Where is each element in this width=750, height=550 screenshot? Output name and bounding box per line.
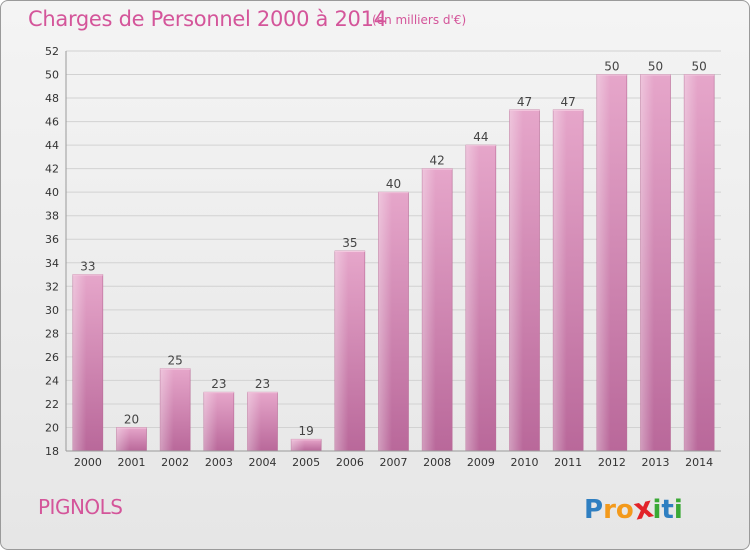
- x-tick-label: 2010: [511, 456, 539, 469]
- proxiti-logo: Proxiti: [584, 489, 683, 526]
- logo-letter: i: [673, 495, 683, 525]
- data-label: 33: [80, 260, 95, 274]
- logo-letter: r: [603, 495, 616, 525]
- data-label: 19: [299, 424, 314, 438]
- bar-highlight: [596, 74, 611, 451]
- x-tick-label: 2007: [380, 456, 408, 469]
- bar-highlight: [203, 392, 218, 451]
- y-tick-label: 22: [45, 398, 59, 411]
- y-tick-label: 38: [45, 210, 59, 223]
- y-tick-label: 30: [45, 304, 59, 317]
- logo-letter: P: [584, 495, 604, 525]
- x-tick-label: 2008: [423, 456, 451, 469]
- bar-highlight: [509, 109, 523, 451]
- x-tick-label: 2005: [292, 456, 320, 469]
- x-tick-label: 2000: [74, 456, 102, 469]
- logo-letter: o: [615, 495, 634, 525]
- x-tick-label: 2013: [642, 456, 670, 469]
- logo-letter: i: [652, 495, 662, 525]
- commune-name: PIGNOLS: [38, 495, 123, 519]
- data-label: 40: [386, 177, 401, 191]
- chart-title: Charges de Personnel 2000 à 2014: [28, 7, 387, 31]
- x-tick-label: 2014: [685, 456, 713, 469]
- x-tick-label: 2003: [205, 456, 233, 469]
- bar-highlight: [72, 274, 87, 451]
- data-label: 35: [342, 236, 357, 250]
- x-tick-label: 2012: [598, 456, 626, 469]
- bar-highlight: [640, 74, 654, 451]
- bar-highlight: [422, 168, 436, 451]
- x-tick-label: 2006: [336, 456, 364, 469]
- data-label: 23: [211, 377, 226, 391]
- bar-highlight: [160, 368, 174, 451]
- data-label: 23: [255, 377, 270, 391]
- bar-highlight: [116, 427, 130, 451]
- bar-highlight: [291, 439, 305, 451]
- x-tick-label: 2001: [118, 456, 146, 469]
- data-label: 50: [604, 60, 619, 74]
- data-label: 25: [168, 354, 183, 368]
- y-tick-label: 48: [45, 92, 59, 105]
- y-tick-label: 44: [45, 139, 59, 152]
- data-label: 50: [648, 60, 663, 74]
- axis-layer: 18 20 22 24 26 28 30 32 34 36 38 40 42 44 46 48 50 52 33 20…: [45, 45, 721, 469]
- bar-highlight: [378, 192, 392, 452]
- data-label: 50: [692, 60, 707, 74]
- chart-subtitle: (en milliers d'€): [372, 13, 467, 27]
- y-tick-label: 52: [45, 45, 59, 58]
- x-tick-label: 2004: [249, 456, 277, 469]
- y-tick-label: 42: [45, 163, 59, 176]
- x-tick-label: 2002: [161, 456, 189, 469]
- y-tick-label: 18: [45, 445, 59, 458]
- bar-highlight: [334, 251, 349, 451]
- bar-highlight: [684, 74, 698, 451]
- x-tick-label: 2009: [467, 456, 495, 469]
- data-label: 47: [517, 95, 532, 109]
- y-tick-label: 36: [45, 233, 59, 246]
- bars-layer: [72, 74, 715, 452]
- bar-highlight: [247, 392, 261, 451]
- data-label: 42: [430, 154, 445, 168]
- y-tick-label: 40: [45, 186, 59, 199]
- data-label: 47: [561, 95, 576, 109]
- logo-letter: t: [661, 495, 674, 525]
- y-tick-label: 46: [45, 116, 59, 129]
- y-tick-label: 24: [45, 374, 59, 387]
- y-tick-label: 50: [45, 69, 59, 82]
- bar-highlight: [553, 109, 567, 451]
- bar-highlight: [465, 145, 480, 451]
- data-label: 20: [124, 412, 139, 426]
- data-label: 44: [473, 130, 488, 144]
- y-tick-label: 28: [45, 327, 59, 340]
- y-tick-label: 32: [45, 280, 59, 293]
- y-tick-label: 20: [45, 421, 59, 434]
- x-tick-label: 2011: [554, 456, 582, 469]
- y-tick-label: 34: [45, 257, 59, 270]
- y-tick-label: 26: [45, 351, 59, 364]
